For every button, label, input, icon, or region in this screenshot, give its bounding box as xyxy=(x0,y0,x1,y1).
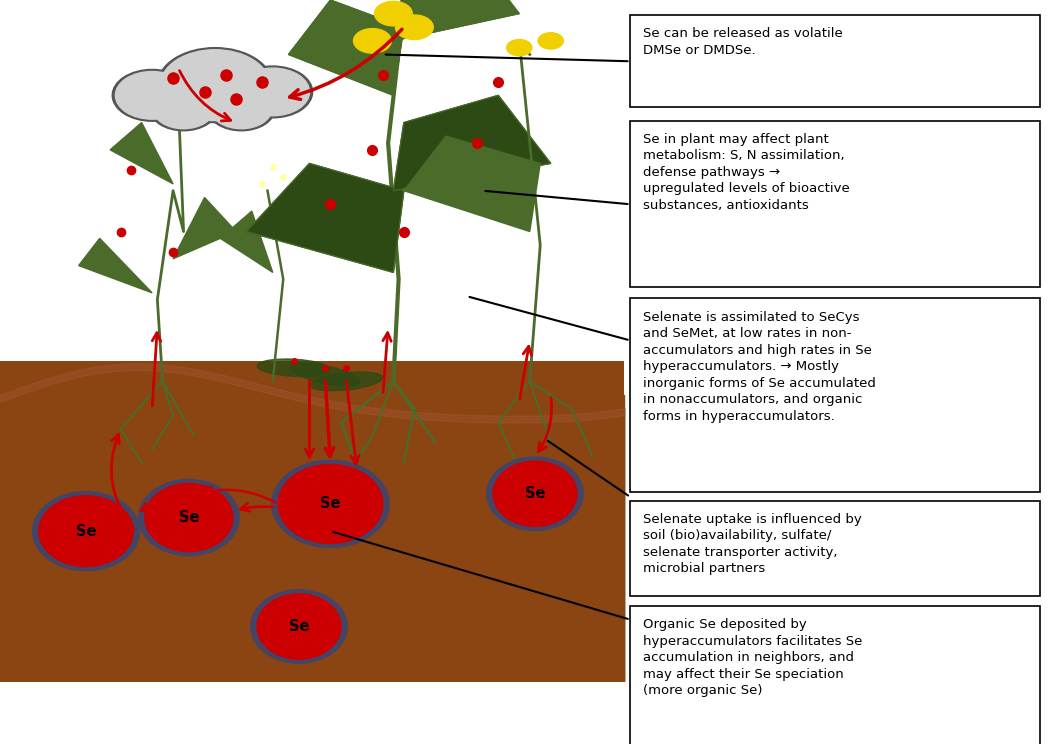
FancyBboxPatch shape xyxy=(0,361,624,681)
Polygon shape xyxy=(283,177,336,231)
Text: Se: Se xyxy=(76,524,97,539)
Ellipse shape xyxy=(272,461,389,548)
Circle shape xyxy=(153,89,214,129)
Circle shape xyxy=(395,15,433,39)
Ellipse shape xyxy=(257,594,341,659)
FancyBboxPatch shape xyxy=(630,606,1040,744)
Circle shape xyxy=(236,68,309,116)
Polygon shape xyxy=(79,238,152,293)
Text: Se: Se xyxy=(288,619,309,634)
Text: Organic Se deposited by
hyperaccumulators facilitates Se
accumulation in neighbo: Organic Se deposited by hyperaccumulator… xyxy=(643,618,862,697)
Polygon shape xyxy=(393,95,551,190)
Polygon shape xyxy=(288,0,404,95)
Ellipse shape xyxy=(309,372,383,391)
FancyBboxPatch shape xyxy=(630,501,1040,596)
Circle shape xyxy=(538,33,563,49)
Circle shape xyxy=(233,66,313,118)
Circle shape xyxy=(208,87,275,131)
Circle shape xyxy=(211,89,272,129)
Ellipse shape xyxy=(493,461,577,527)
Circle shape xyxy=(160,50,270,121)
Ellipse shape xyxy=(257,359,330,376)
Polygon shape xyxy=(247,164,404,272)
Ellipse shape xyxy=(39,496,133,567)
Ellipse shape xyxy=(487,457,583,530)
Circle shape xyxy=(112,69,192,121)
Text: Se can be released as volatile
DMSe or DMDSe.: Se can be released as volatile DMSe or D… xyxy=(643,28,842,57)
Circle shape xyxy=(157,48,273,123)
Circle shape xyxy=(354,28,391,53)
Circle shape xyxy=(507,39,532,56)
Ellipse shape xyxy=(278,464,383,543)
Ellipse shape xyxy=(291,363,360,386)
Text: Se in plant may affect plant
metabolism: S, N assimilation,
defense pathways →
u: Se in plant may affect plant metabolism:… xyxy=(643,132,850,212)
Polygon shape xyxy=(404,136,540,231)
Polygon shape xyxy=(110,123,173,184)
Ellipse shape xyxy=(33,492,140,571)
Circle shape xyxy=(150,87,217,131)
Ellipse shape xyxy=(251,590,347,664)
Circle shape xyxy=(374,1,412,26)
Ellipse shape xyxy=(138,479,239,556)
FancyBboxPatch shape xyxy=(630,121,1040,287)
FancyBboxPatch shape xyxy=(630,298,1040,493)
Text: Se: Se xyxy=(320,496,341,511)
Polygon shape xyxy=(173,197,236,259)
FancyBboxPatch shape xyxy=(630,15,1040,107)
Text: Selenate uptake is influenced by
soil (bio)availability, sulfate/
selenate trans: Selenate uptake is influenced by soil (b… xyxy=(643,513,862,575)
Polygon shape xyxy=(220,211,273,272)
Circle shape xyxy=(115,71,189,119)
Text: Selenate is assimilated to SeCys
and SeMet, at low rates in non-
accumulators an: Selenate is assimilated to SeCys and SeM… xyxy=(643,310,876,423)
Text: Se: Se xyxy=(524,487,545,501)
Text: Se: Se xyxy=(178,510,199,525)
Polygon shape xyxy=(393,0,519,41)
Ellipse shape xyxy=(145,484,233,551)
